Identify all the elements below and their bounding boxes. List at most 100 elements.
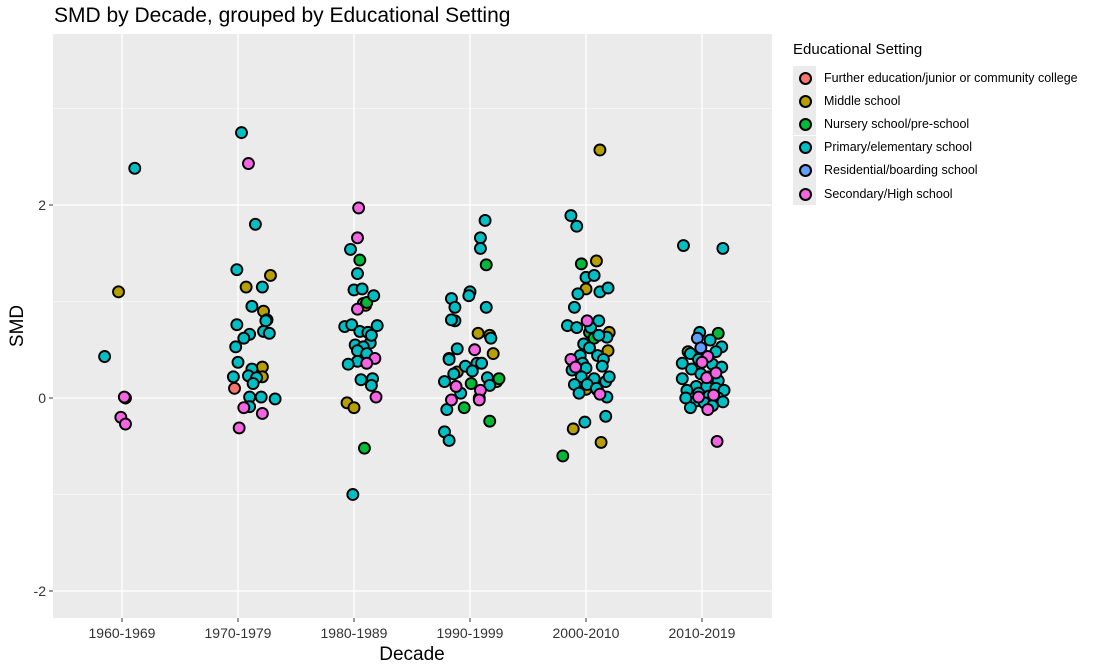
data-point: [226, 370, 240, 384]
data-point: [475, 356, 489, 370]
data-point: [229, 340, 243, 354]
data-point: [570, 321, 584, 335]
legend-item: Secondary/High school: [793, 182, 1078, 206]
plot-panel: [53, 34, 772, 618]
legend-label: Primary/elementary school: [824, 140, 972, 155]
data-point: [472, 393, 486, 407]
data-point: [484, 331, 498, 345]
data-point: [566, 422, 580, 436]
x-axis-title: Decade: [379, 644, 445, 665]
data-point: [692, 390, 705, 404]
data-point: [570, 219, 584, 233]
data-point: [112, 285, 125, 299]
data-point: [676, 239, 690, 252]
data-point: [675, 372, 689, 386]
data-point: [578, 415, 592, 429]
data-point: [595, 359, 609, 373]
data-point: [354, 373, 368, 387]
data-point: [462, 289, 476, 303]
data-point: [602, 370, 616, 384]
legend-label: Secondary/High school: [824, 186, 953, 201]
x-tick-label: 1970-1979: [205, 625, 272, 641]
data-point: [442, 434, 456, 447]
legend-marker-icon: [798, 187, 812, 201]
data-point: [473, 231, 487, 245]
data-point: [364, 328, 378, 342]
data-point: [237, 401, 251, 415]
data-point: [230, 263, 244, 277]
data-point: [572, 386, 586, 400]
data-point: [347, 401, 361, 415]
data-point: [675, 356, 689, 370]
legend-item: Further education/junior or community co…: [793, 66, 1078, 90]
data-point: [711, 326, 725, 340]
data-point: [694, 341, 708, 355]
legend-marker-icon: [798, 117, 812, 131]
data-point: [594, 435, 608, 449]
data-point: [245, 299, 259, 313]
data-point: [255, 280, 269, 294]
y-tick-label: -2: [34, 583, 47, 599]
legend-label: Nursery school/pre-school: [824, 116, 970, 131]
data-point: [232, 421, 246, 435]
legend-label: Middle school: [824, 93, 901, 108]
data-point: [471, 326, 485, 340]
data-point: [587, 268, 601, 282]
data-point: [353, 253, 367, 267]
data-point: [444, 313, 458, 327]
data-point: [345, 318, 359, 332]
legend-label: Further education/junior or community co…: [824, 70, 1078, 85]
x-tick-label: 2010-2019: [669, 625, 736, 641]
data-point: [231, 355, 245, 369]
data-point: [593, 143, 607, 157]
data-point: [352, 201, 366, 215]
data-point: [447, 367, 461, 381]
data-point: [564, 209, 578, 223]
data-point: [701, 403, 715, 417]
data-point: [341, 357, 355, 371]
data-point: [479, 258, 493, 272]
data-point: [473, 241, 487, 255]
data-point: [370, 319, 384, 333]
legend-key: [793, 135, 816, 159]
data-point: [486, 347, 500, 361]
data-point: [592, 328, 606, 342]
data-point: [442, 352, 456, 366]
data-point: [360, 356, 374, 370]
legend-key: [793, 89, 816, 113]
legend-item: Middle school: [793, 89, 1078, 113]
data-point: [119, 417, 132, 431]
data-point: [259, 314, 273, 328]
data-point: [703, 333, 717, 347]
data-point: [571, 287, 585, 301]
data-points: [98, 126, 731, 501]
data-point: [344, 242, 357, 256]
data-point: [457, 401, 471, 415]
data-point: [716, 241, 730, 255]
data-point: [351, 231, 364, 245]
data-point: [351, 267, 364, 280]
data-point: [479, 300, 493, 314]
data-point: [241, 157, 255, 170]
legend: Educational Setting Further education/ju…: [793, 41, 1078, 206]
data-point: [351, 302, 364, 316]
legend-item: Primary/elementary school: [793, 135, 1078, 159]
data-point: [364, 379, 378, 392]
legend-key: [793, 66, 816, 90]
data-point: [556, 449, 570, 463]
data-point: [255, 406, 269, 420]
data-point: [569, 360, 583, 374]
legend-key: [793, 112, 816, 136]
data-point: [707, 388, 721, 402]
data-point: [695, 355, 709, 369]
legend-marker-icon: [798, 141, 812, 155]
legend-item: Residential/boarding school: [793, 158, 1078, 182]
x-tick-label: 1990-1999: [437, 625, 504, 641]
data-point: [438, 375, 451, 389]
data-point: [268, 392, 282, 406]
y-tick-label: 2: [38, 197, 46, 213]
data-point: [580, 314, 594, 328]
data-point: [235, 126, 248, 140]
legend-item: Nursery school/pre-school: [793, 112, 1078, 136]
